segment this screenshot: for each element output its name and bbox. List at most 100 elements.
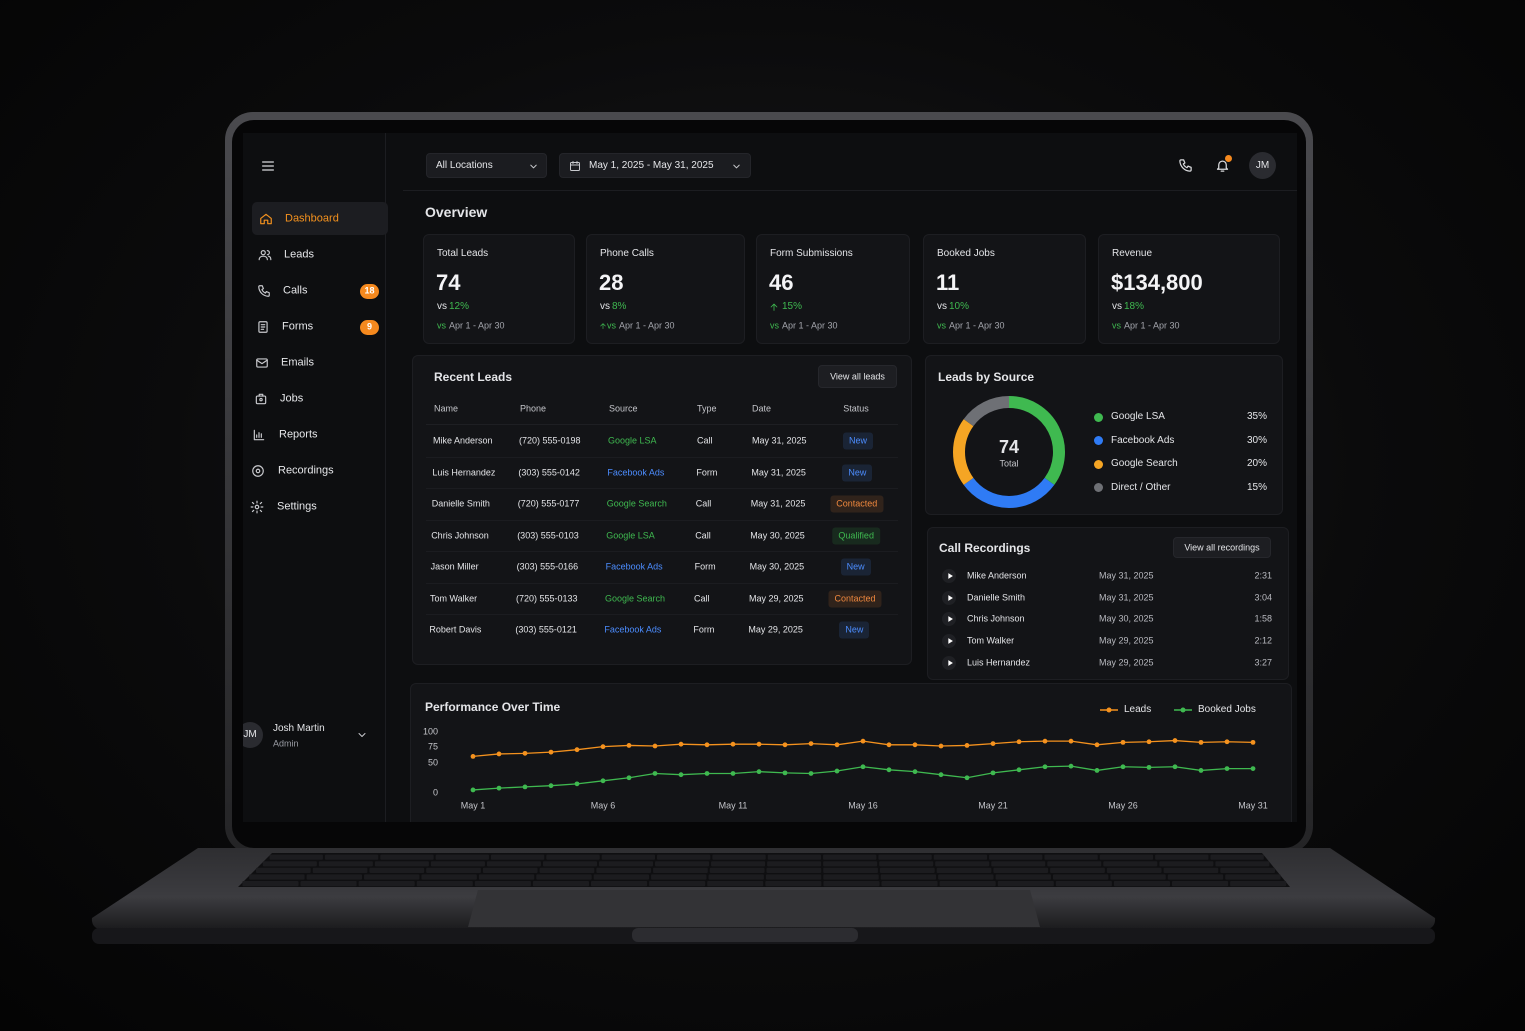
row-rule xyxy=(426,551,898,552)
lead-phone: (720) 555-0177 xyxy=(517,498,580,509)
kpi-card xyxy=(923,234,1086,344)
icon-shape xyxy=(947,573,953,579)
call-duration: 2:31 xyxy=(1254,570,1272,581)
legend-swatch xyxy=(1094,483,1103,492)
user-avatar[interactable] xyxy=(243,722,263,748)
lead-source: Facebook Ads xyxy=(604,624,662,635)
kpi-value: 28 xyxy=(599,270,624,295)
nav-icon[interactable] xyxy=(251,464,265,478)
key xyxy=(936,867,992,873)
nav-label[interactable]: Leads xyxy=(284,248,314,261)
key xyxy=(1220,867,1275,873)
kpi-label: Booked Jobs xyxy=(937,248,995,259)
key xyxy=(318,861,373,867)
key xyxy=(358,881,415,887)
button-label[interactable]: View all leads xyxy=(830,371,885,381)
kpi-card xyxy=(423,234,575,344)
date-dropdown[interactable] xyxy=(559,153,751,178)
key xyxy=(1210,854,1264,860)
key xyxy=(707,881,764,887)
lead-phone: (720) 555-0198 xyxy=(519,435,581,446)
key xyxy=(1052,874,1109,880)
nav-icon[interactable] xyxy=(250,500,264,514)
nav-icon[interactable] xyxy=(254,392,268,406)
lead-name: Mike Anderson xyxy=(433,435,493,446)
donut-total: 74 xyxy=(998,437,1020,457)
nav-label[interactable]: Dashboard xyxy=(285,212,339,225)
nav-label[interactable]: Jobs xyxy=(280,392,304,405)
key xyxy=(599,861,654,867)
icon-shape xyxy=(262,161,274,171)
nav-label[interactable]: Settings xyxy=(277,500,317,513)
key xyxy=(421,874,477,880)
icon-shape xyxy=(947,638,953,645)
lead-type: Call xyxy=(695,530,711,540)
nav-label[interactable]: Reports xyxy=(279,428,318,441)
phone-button[interactable] xyxy=(1178,158,1193,173)
key xyxy=(1172,881,1229,887)
lead-status: Contacted xyxy=(828,590,882,607)
nav-label[interactable]: Calls xyxy=(283,284,308,297)
key xyxy=(416,881,473,887)
menu-button[interactable] xyxy=(260,158,276,174)
view-all-recordings-button[interactable] xyxy=(1173,537,1271,558)
table-rule xyxy=(426,424,898,425)
header-avatar[interactable] xyxy=(1249,152,1276,179)
kpi-period-vs: vs xyxy=(607,320,616,331)
call-duration: 3:27 xyxy=(1254,657,1272,668)
play-icon[interactable] xyxy=(945,658,955,668)
play-icon[interactable] xyxy=(945,593,955,603)
notifications-button[interactable] xyxy=(1215,158,1230,173)
location-dropdown[interactable] xyxy=(426,153,547,178)
icon-shape xyxy=(258,397,263,402)
icon-shape xyxy=(255,359,268,365)
key xyxy=(306,874,363,880)
key xyxy=(880,874,937,880)
key xyxy=(546,854,600,860)
icon-shape xyxy=(258,321,268,333)
legend-value: 30% xyxy=(1246,434,1267,446)
view-all-leads-button[interactable] xyxy=(818,365,897,388)
lead-status: Contacted xyxy=(830,495,884,513)
key xyxy=(823,874,879,880)
y-tick-label: 75 xyxy=(427,741,438,752)
nav-icon[interactable] xyxy=(255,356,269,370)
icon-shape xyxy=(258,255,268,261)
up-arrow xyxy=(600,323,606,329)
nav-icon[interactable] xyxy=(257,284,271,298)
key xyxy=(649,881,706,887)
key xyxy=(766,867,822,873)
notification-dot xyxy=(1225,155,1232,162)
call-date: May 29, 2025 xyxy=(1099,657,1154,668)
user-menu-chevron[interactable] xyxy=(356,729,368,741)
key xyxy=(653,867,708,873)
play-icon[interactable] xyxy=(945,636,955,646)
call-date: May 31, 2025 xyxy=(1099,570,1154,581)
kpi-period-vs: vs xyxy=(1112,320,1121,331)
legend-label: Direct / Other xyxy=(1111,481,1171,493)
legend-value: 15% xyxy=(1246,481,1267,493)
play-icon[interactable] xyxy=(945,571,955,581)
nav-label[interactable]: Emails xyxy=(281,356,315,369)
user-initials: JM xyxy=(243,729,257,740)
badge-count: 18 xyxy=(364,285,375,296)
icon-shape xyxy=(250,500,264,514)
key xyxy=(536,874,592,880)
nav-icon[interactable] xyxy=(259,212,273,226)
key xyxy=(708,874,764,880)
icon-shape xyxy=(266,250,272,261)
call-date: May 29, 2025 xyxy=(1099,635,1154,646)
nav-icon[interactable] xyxy=(252,428,266,442)
nav-label[interactable]: Forms xyxy=(282,320,314,333)
header-divider xyxy=(403,190,1297,191)
lead-phone: (303) 555-0103 xyxy=(517,530,579,540)
nav-icon[interactable] xyxy=(256,320,270,334)
key xyxy=(712,854,766,860)
play-icon[interactable] xyxy=(945,614,955,624)
nav-label[interactable]: Recordings xyxy=(278,464,334,477)
button-label[interactable]: View all recordings xyxy=(1184,542,1260,552)
nav-icon[interactable] xyxy=(258,248,272,262)
key xyxy=(1103,861,1158,867)
lead-type: Form xyxy=(693,624,715,635)
